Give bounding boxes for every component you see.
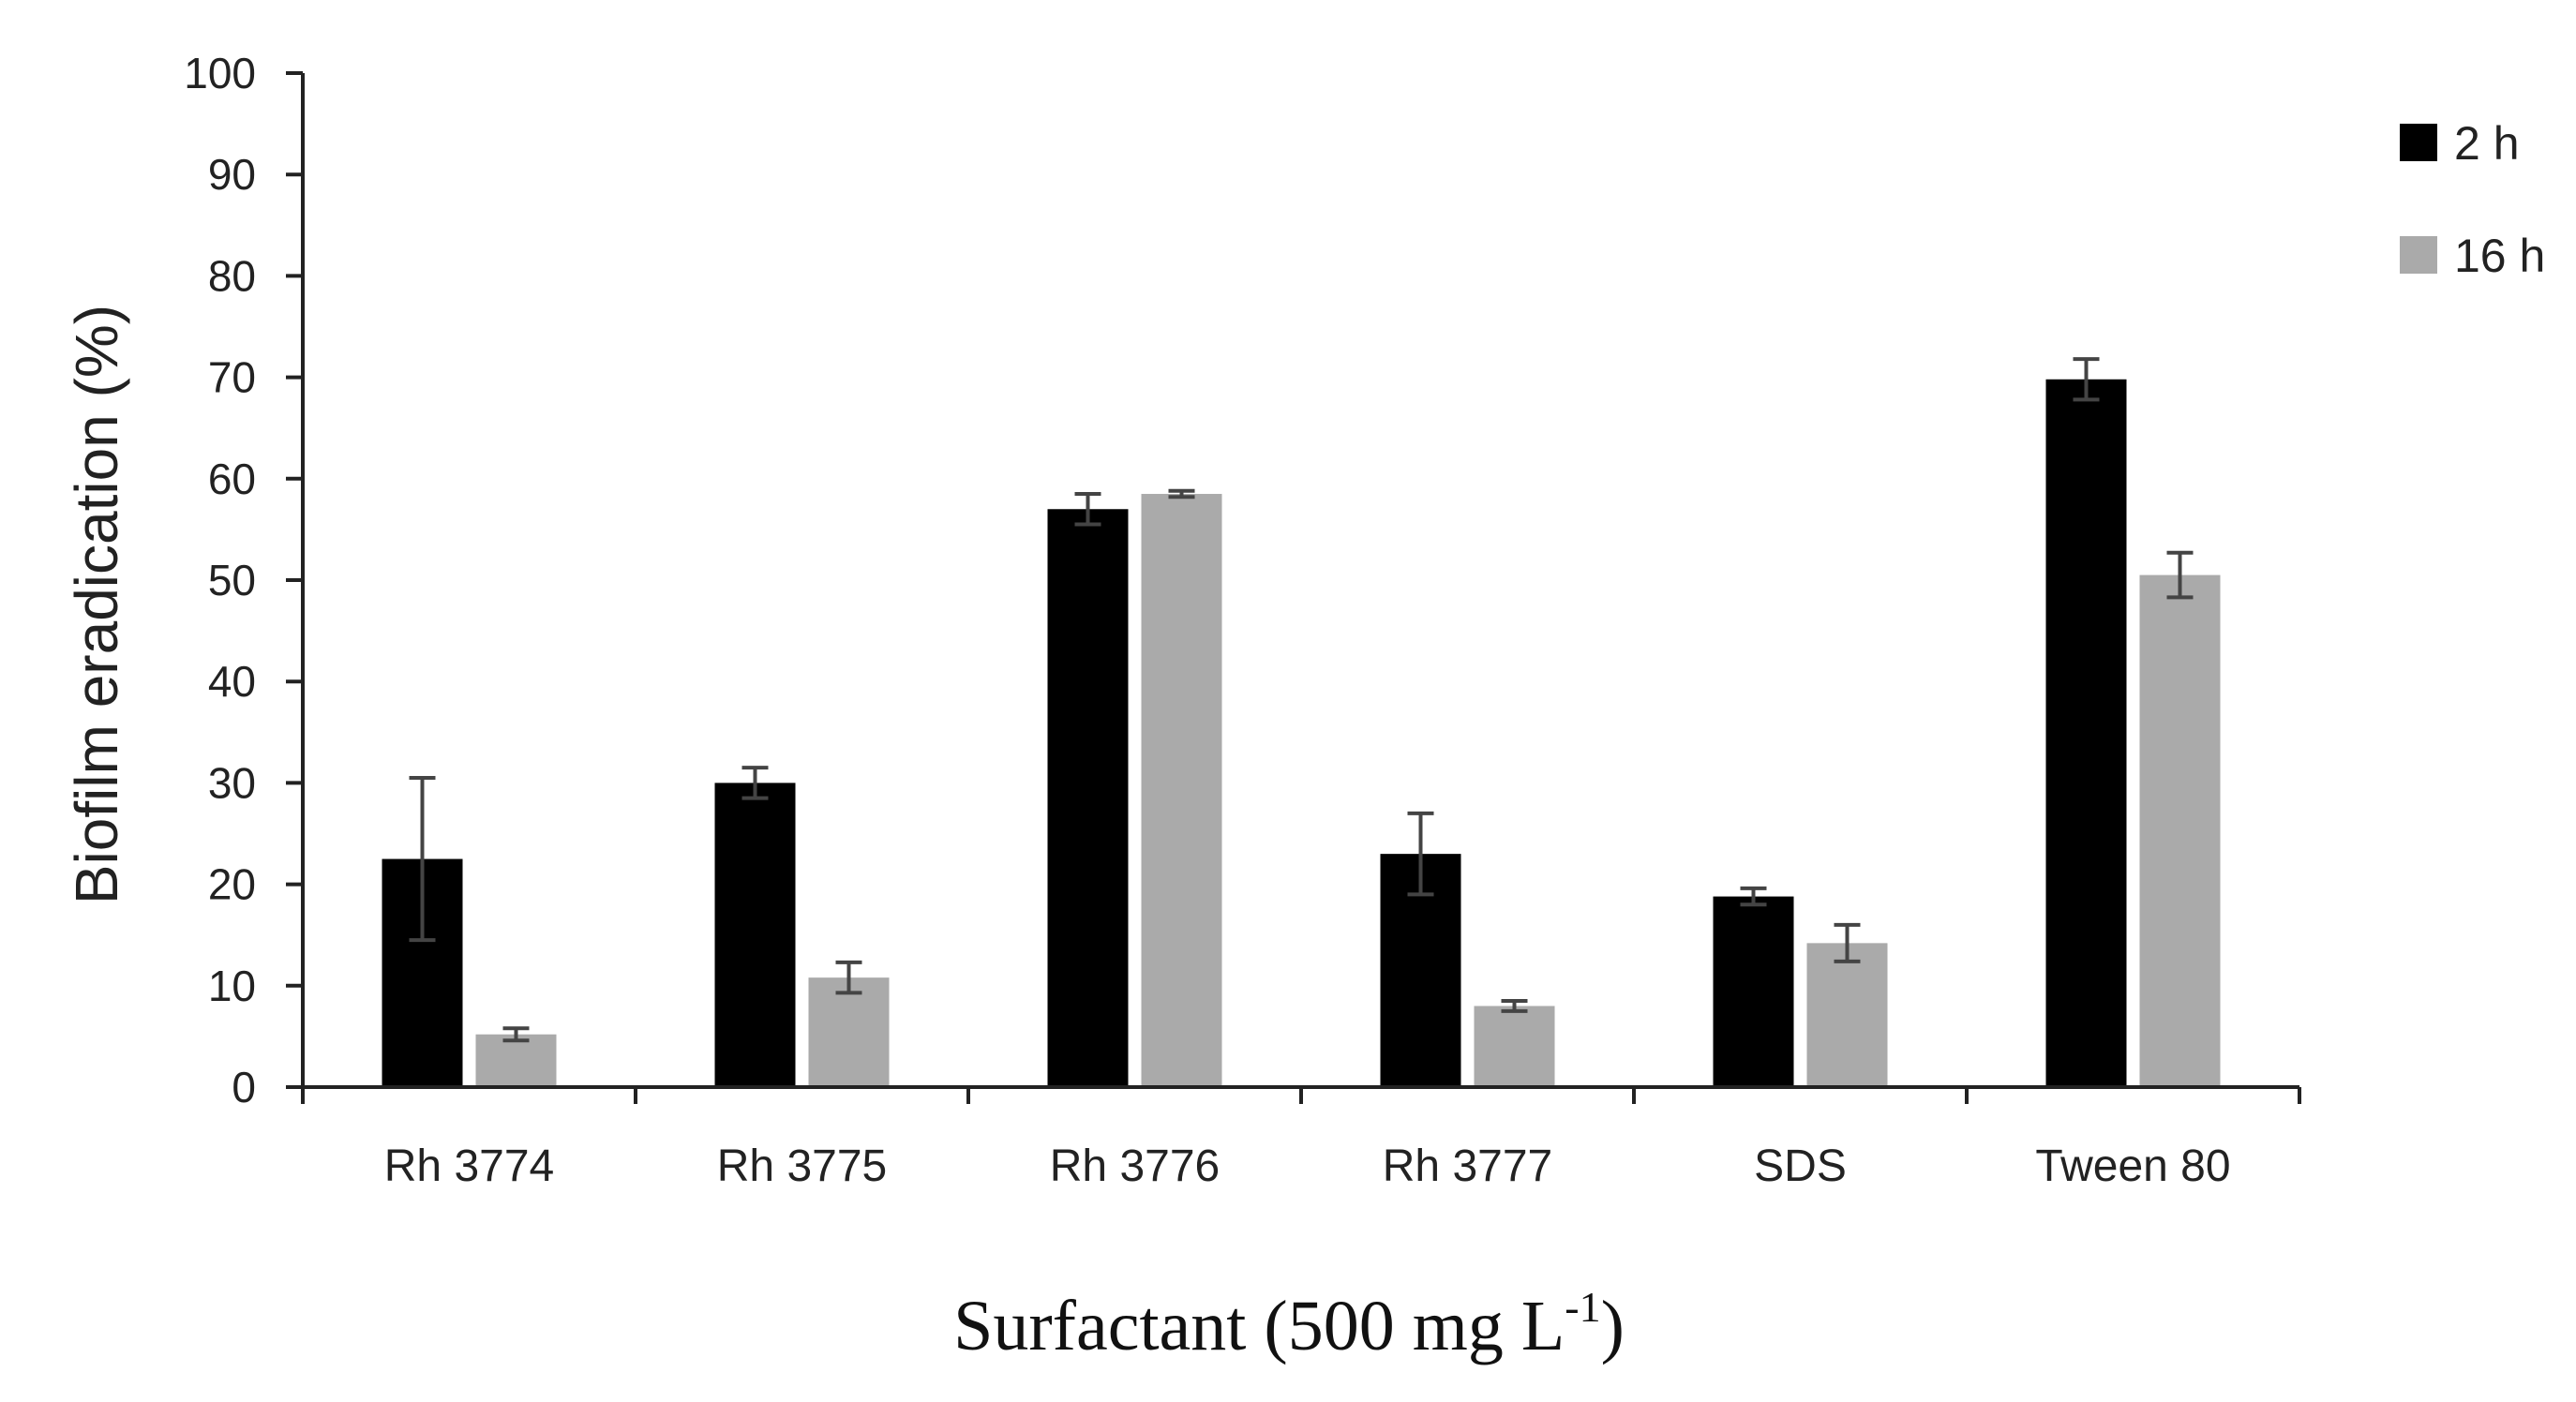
bar-16h-rh-3774 bbox=[475, 1034, 557, 1087]
bars bbox=[382, 379, 2221, 1087]
y-axis-ticks: 0 10 20 30 40 50 60 70 80 90 100 bbox=[184, 49, 303, 1111]
y-tick-label: 90 bbox=[208, 150, 256, 199]
bar-16h-rh-3775 bbox=[808, 977, 890, 1087]
bar-2h-sds bbox=[1713, 896, 1794, 1087]
y-axis-label: Biofilm eradication (%) bbox=[63, 305, 130, 904]
x-tick-label: Rh 3777 bbox=[1383, 1141, 1552, 1191]
y-tick-label: 80 bbox=[208, 251, 256, 300]
x-tick-label: SDS bbox=[1754, 1141, 1847, 1191]
legend-swatch bbox=[2400, 124, 2437, 161]
x-tick-label: Rh 3775 bbox=[717, 1141, 887, 1191]
x-axis-label-main: Surfactant (500 mg L bbox=[953, 1287, 1565, 1365]
x-axis-label-suffix: ) bbox=[1601, 1287, 1625, 1365]
y-tick-label: 0 bbox=[232, 1063, 256, 1111]
bar-2h-tween-80 bbox=[2045, 379, 2127, 1087]
legend: 2 h 16 h bbox=[2400, 117, 2545, 282]
y-tick-label: 70 bbox=[208, 353, 256, 402]
y-tick-label: 10 bbox=[208, 962, 256, 1010]
bar-16h-sds bbox=[1806, 943, 1888, 1087]
y-tick-label: 60 bbox=[208, 455, 256, 503]
bar-2h-rh-3776 bbox=[1047, 509, 1129, 1087]
axes bbox=[301, 73, 2299, 1089]
y-tick-label: 50 bbox=[208, 556, 256, 604]
x-tick-label: Rh 3776 bbox=[1050, 1141, 1220, 1191]
y-tick-label: 40 bbox=[208, 657, 256, 706]
bar-16h-rh-3777 bbox=[1474, 1006, 1555, 1087]
legend-label: 2 h bbox=[2454, 117, 2520, 170]
error-bars bbox=[409, 357, 2194, 1043]
y-tick-label: 30 bbox=[208, 758, 256, 807]
bar-2h-rh-3775 bbox=[714, 783, 796, 1087]
legend-swatch bbox=[2400, 236, 2437, 274]
x-axis-label-superscript: -1 bbox=[1565, 1283, 1600, 1331]
y-tick-label: 20 bbox=[208, 860, 256, 909]
x-axis-ticks: Rh 3774 Rh 3775 Rh 3776 Rh 3777 SDS Tween 80 bbox=[301, 1087, 2301, 1191]
y-tick-label: 100 bbox=[184, 49, 256, 97]
x-axis-label: Surfactant (500 mg L-1) bbox=[953, 1283, 1625, 1365]
x-tick-label: Tween 80 bbox=[2035, 1141, 2230, 1191]
bar-16h-tween-80 bbox=[2139, 574, 2221, 1087]
x-tick-label: Rh 3774 bbox=[384, 1141, 554, 1191]
legend-label: 16 h bbox=[2454, 230, 2545, 282]
bar-16h-rh-3776 bbox=[1141, 494, 1222, 1087]
